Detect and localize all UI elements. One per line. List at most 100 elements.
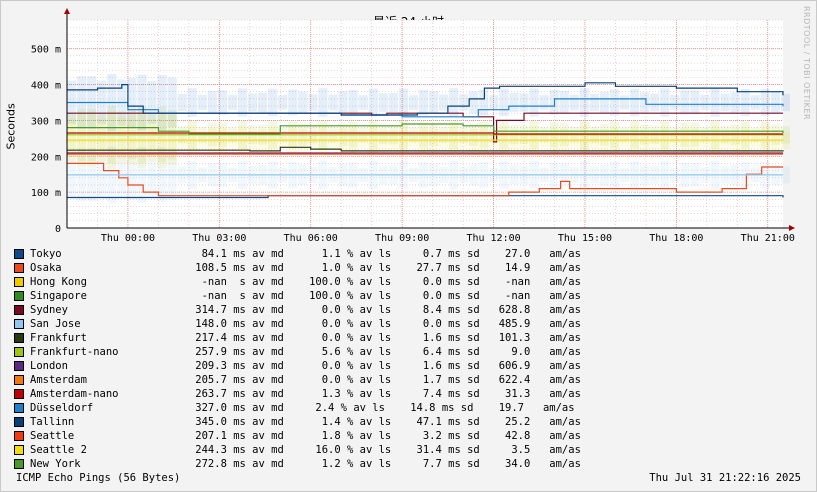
series-line	[67, 146, 784, 152]
legend-series-name: Singapore	[30, 290, 87, 302]
legend-row: Sydney 314.7 ms av md 0.0 % av ls 8.4 ms…	[14, 303, 581, 317]
x-tick-label: Thu 09:00	[375, 233, 429, 244]
jitter-band	[670, 94, 680, 110]
legend-series-name: Hong Kong	[30, 276, 87, 288]
jitter-band	[710, 88, 720, 117]
x-tick-label: Thu 15:00	[558, 233, 612, 244]
jitter-band	[640, 92, 650, 113]
legend-swatch	[14, 249, 24, 259]
jitter-band	[489, 95, 499, 110]
jitter-band	[529, 88, 539, 117]
legend-series-name: San Jose	[30, 318, 81, 330]
jitter-band	[227, 95, 238, 110]
jitter-band	[398, 88, 408, 117]
jitter-band	[479, 89, 489, 116]
legend-series-stats: 205.7 ms av md 0.0 % av ls 1.7 ms sd 622…	[170, 374, 581, 386]
y-tick-label: 400 m	[31, 81, 61, 92]
legend-series-stats: 257.9 ms av md 5.6 % av ls 6.4 ms sd 9.0…	[170, 346, 581, 358]
rrdtool-watermark: RRDTOOL / TOBI OETIKER	[802, 6, 811, 121]
legend-series-name: New York	[30, 458, 81, 470]
legend-row: Düsseldorf 327.0 ms av md 2.4 % av ls 14…	[14, 401, 575, 415]
jitter-band	[268, 88, 278, 117]
legend-row: Amsterdam-nano 263.7 ms av md 1.3 % av l…	[14, 387, 581, 401]
legend-swatch	[14, 319, 24, 329]
legend-row: Seattle 2 244.3 ms av md 16.0 % av ls 31…	[14, 443, 581, 457]
jitter-band	[298, 91, 308, 114]
jitter-band	[760, 89, 770, 116]
legend-series-stats: 272.8 ms av md 1.2 % av ls 7.7 ms sd 34.…	[170, 458, 581, 470]
jitter-band	[217, 90, 227, 115]
jitter-band	[780, 126, 791, 144]
legend-series-name: Seattle 2	[30, 444, 87, 456]
legend-series-stats: 108.5 ms av md 1.0 % av ls 27.7 ms sd 14…	[170, 262, 581, 274]
jitter-band	[127, 77, 137, 128]
legend-row: Frankfurt-nano 257.9 ms av md 5.6 % av l…	[14, 345, 581, 359]
legend-swatch	[14, 459, 24, 469]
jitter-band	[177, 93, 187, 112]
y-tick-label: 100 m	[31, 188, 61, 199]
jitter-band	[539, 95, 549, 110]
jitter-band	[408, 95, 418, 110]
jitter-band	[630, 88, 640, 117]
jitter-band	[418, 89, 429, 116]
jitter-band	[609, 89, 620, 116]
legend-row: Amsterdam 205.7 ms av md 0.0 % av ls 1.7…	[14, 373, 581, 387]
legend-row: Osaka 108.5 ms av md 1.0 % av ls 27.7 ms…	[14, 261, 581, 275]
jitter-band	[770, 92, 780, 113]
legend-series-stats: 209.3 ms av md 0.0 % av ls 1.6 ms sd 606…	[170, 360, 581, 372]
x-axis-arrow	[789, 225, 795, 231]
series-line	[67, 162, 783, 197]
y-tick-label: 0	[55, 224, 61, 235]
legend-series-stats: 207.1 ms av md 1.8 % av ls 3.2 ms sd 42.…	[170, 430, 581, 442]
jitter-band	[509, 92, 519, 113]
y-tick-label: 500 m	[31, 45, 61, 56]
legend-series-name: Tallinn	[30, 416, 75, 428]
jitter-band	[650, 93, 660, 112]
legend-swatch	[14, 417, 24, 427]
footer-timestamp: Thu Jul 31 21:22:16 2025	[649, 472, 801, 484]
jitter-band	[157, 74, 167, 131]
series-line	[67, 82, 784, 116]
legend-series-name: Frankfurt	[30, 332, 87, 344]
jitter-band	[589, 94, 599, 111]
legend-series-stats: 84.1 ms av md 1.1 % av ls 0.7 ms sd 27.0…	[170, 248, 581, 260]
legend-series-stats: 314.7 ms av md 0.0 % av ls 8.4 ms sd 628…	[170, 304, 581, 316]
jitter-band	[499, 88, 509, 117]
jitter-band	[449, 88, 459, 117]
jitter-band	[780, 131, 791, 149]
jitter-band	[368, 88, 378, 117]
legend-row: London 209.3 ms av md 0.0 % av ls 1.6 ms…	[14, 359, 581, 373]
jitter-band	[328, 94, 338, 111]
jitter-band	[680, 90, 690, 115]
jitter-band	[388, 92, 398, 113]
legend-swatch	[14, 431, 24, 441]
jitter-band	[318, 88, 328, 117]
legend-series-stats: -nan s av md 100.0 % av ls 0.0 ms sd -na…	[170, 276, 581, 288]
series-line	[67, 98, 784, 118]
x-tick-label: Thu 06:00	[284, 233, 338, 244]
jitter-band	[247, 93, 258, 112]
jitter-band	[619, 95, 630, 110]
jitter-band	[700, 94, 710, 111]
legend-row: Seattle 207.1 ms av md 1.8 % av ls 3.2 m…	[14, 429, 581, 443]
jitter-band	[167, 77, 177, 128]
jitter-band	[439, 94, 449, 111]
legend-series-stats: 327.0 ms av md 2.4 % av ls 14.8 ms sd 19…	[170, 402, 575, 414]
legend-series-name: Amsterdam	[30, 374, 87, 386]
series-line	[67, 123, 784, 135]
jitter-band	[187, 88, 197, 117]
y-tick-label: 200 m	[31, 152, 61, 163]
jitter-band	[147, 80, 157, 125]
legend-swatch	[14, 445, 24, 455]
jitter-band	[750, 95, 760, 110]
legend-swatch	[14, 389, 24, 399]
legend-swatch	[14, 347, 24, 357]
legend-series-name: Seattle	[30, 430, 75, 442]
legend-row: Hong Kong -nan s av md 100.0 % av ls 0.0…	[14, 275, 581, 289]
x-tick-label: Thu 00:00	[101, 233, 155, 244]
legend-series-name: Osaka	[30, 262, 62, 274]
legend-series-name: Tokyo	[30, 248, 62, 260]
jitter-band	[278, 95, 288, 110]
jitter-band	[569, 94, 579, 111]
jitter-band	[599, 91, 610, 114]
